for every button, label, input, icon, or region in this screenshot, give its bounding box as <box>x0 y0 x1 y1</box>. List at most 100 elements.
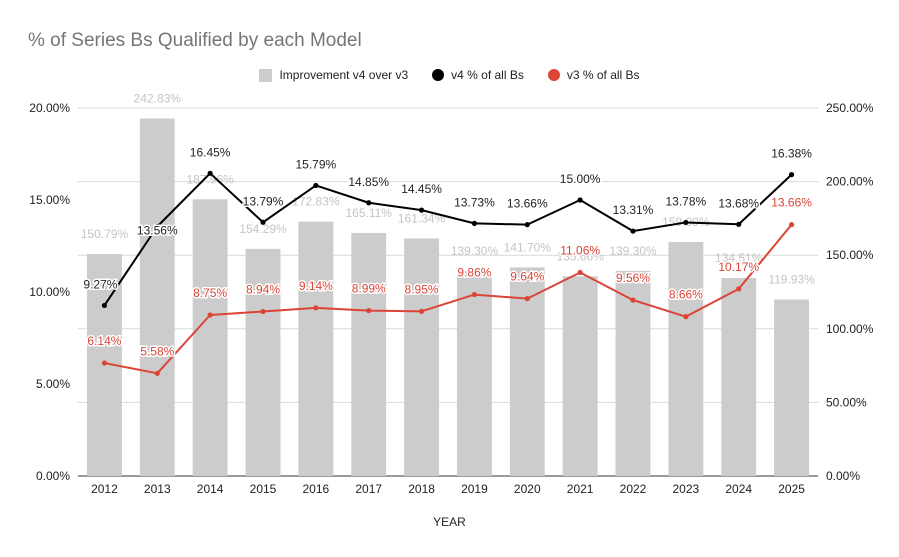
legend-swatch-improvement <box>259 68 273 82</box>
bar-data-label: 139.30% <box>609 244 657 258</box>
bar-series-improvement <box>86 118 810 477</box>
line-data-label: 15.79% <box>296 157 337 171</box>
bar <box>245 248 281 476</box>
line-data-label: 13.73% <box>454 195 495 209</box>
bar-data-label: 135.66% <box>556 249 604 263</box>
data-point <box>101 360 108 366</box>
line-data-label: 8.95% <box>405 282 439 296</box>
line-data-label: 8.66% <box>669 288 703 302</box>
line-data-label: 6.14% <box>87 334 121 348</box>
bar <box>351 232 387 476</box>
legend-swatch-v3 <box>547 69 560 81</box>
legend-item-v4[interactable]: v4 % of all Bs <box>432 68 524 82</box>
data-point <box>471 220 478 226</box>
bar <box>192 199 228 476</box>
line-data-label: 9.64% <box>510 270 544 284</box>
bar <box>668 241 704 476</box>
line-data-label: 13.78% <box>666 194 707 208</box>
x-axis-tick-label: 2025 <box>778 482 805 496</box>
legend-swatch-v4 <box>432 69 445 81</box>
left-axis-tick-label: 15.00% <box>29 193 70 207</box>
bar <box>509 267 545 476</box>
bar-data-label: 154.29% <box>239 222 287 236</box>
line-data-label: 14.45% <box>401 182 442 196</box>
data-point <box>524 222 530 228</box>
data-point <box>101 302 108 309</box>
data-point <box>788 222 795 228</box>
line-data-label: 13.56% <box>137 223 178 237</box>
left-axis-tick-label: 0.00% <box>36 469 70 483</box>
bar-labels-improvement: 150.79% 242.83% 187.96% 154.29% 172.83% 165.1… <box>81 92 815 287</box>
x-axis-tick-label: 2017 <box>355 482 382 496</box>
line-labels: 9.27% 13.56% 16.45% 13.79% 15.79% 14.85% 14.45… <box>82 144 814 360</box>
line-data-label: 9.56% <box>616 271 650 285</box>
data-point <box>418 207 425 213</box>
line-data-label: 13.79% <box>243 194 284 208</box>
line-data-label: 9.86% <box>457 266 491 280</box>
x-axis-tick-label: 2015 <box>250 482 277 496</box>
data-point <box>524 296 530 302</box>
data-point <box>313 182 319 189</box>
line-data-label: 15.00% <box>560 172 601 186</box>
bar <box>615 270 651 476</box>
x-axis-title: YEAR <box>433 515 466 529</box>
data-point <box>154 223 160 230</box>
bar <box>139 118 175 477</box>
line-data-label: 16.38% <box>771 147 812 161</box>
x-axis-tick-label: 2020 <box>514 482 541 496</box>
data-point <box>207 312 213 318</box>
right-axis-tick-label: 100.00% <box>826 322 874 336</box>
data-point <box>630 297 636 303</box>
legend-item-improvement[interactable]: Improvement v4 over v3 <box>259 68 408 82</box>
bar <box>774 299 810 476</box>
right-axis-tick-label: 0.00% <box>826 469 860 483</box>
legend-label-v4: v4 % of all Bs <box>451 68 524 82</box>
bar <box>562 276 598 476</box>
line-data-label: 9.27% <box>83 277 117 291</box>
bar-data-label: 119.93% <box>768 272 815 286</box>
line-data-label: 13.66% <box>507 197 548 211</box>
series-line <box>104 224 793 375</box>
left-axis-tick-label: 10.00% <box>29 285 70 299</box>
data-point <box>471 291 478 298</box>
x-axis-tick-label: 2021 <box>567 482 594 496</box>
line-series-v4 <box>101 170 795 309</box>
x-axis-tick-label: 2013 <box>144 482 171 496</box>
x-axis-tick-label: 2019 <box>461 482 488 496</box>
bar-data-label: 242.83% <box>134 92 182 106</box>
bar-data-label: 172.83% <box>292 195 340 209</box>
bar <box>721 278 757 476</box>
data-point <box>630 228 636 234</box>
line-data-label: 8.99% <box>352 282 386 296</box>
line-data-label: 10.17% <box>718 260 759 274</box>
right-axis-tick-label: 50.00% <box>826 395 867 409</box>
data-point <box>418 308 425 314</box>
bar-data-label: 139.30% <box>451 244 499 258</box>
data-point <box>154 370 160 376</box>
data-point <box>788 172 795 178</box>
data-point <box>313 305 319 311</box>
line-data-label: 11.06% <box>560 243 600 257</box>
line-data-label: 5.58% <box>140 344 174 358</box>
right-axis-tick-label: 200.00% <box>826 175 874 189</box>
data-point <box>260 219 266 225</box>
legend-item-v3[interactable]: v3 % of all Bs <box>547 68 640 82</box>
right-axis-tick-label: 250.00% <box>826 101 874 115</box>
bar <box>456 270 492 476</box>
x-axis-tick-label: 2023 <box>673 482 700 496</box>
x-axis-tick-label: 2022 <box>620 482 647 496</box>
line-data-label: 13.31% <box>613 203 654 217</box>
left-axis-tick-label: 20.00% <box>29 101 70 115</box>
x-axis-tick-label: 2018 <box>408 482 435 496</box>
legend-label-v3: v3 % of all Bs <box>566 68 640 82</box>
line-data-label: 8.94% <box>246 283 280 297</box>
series-line <box>103 172 793 306</box>
left-axis-tick-label: 5.00% <box>36 377 70 391</box>
data-point <box>736 286 742 292</box>
bar <box>404 238 440 476</box>
data-point <box>736 221 742 227</box>
bar-data-label: 134.51% <box>715 251 763 265</box>
x-axis-tick-label: 2014 <box>197 482 224 496</box>
data-point <box>207 170 213 176</box>
